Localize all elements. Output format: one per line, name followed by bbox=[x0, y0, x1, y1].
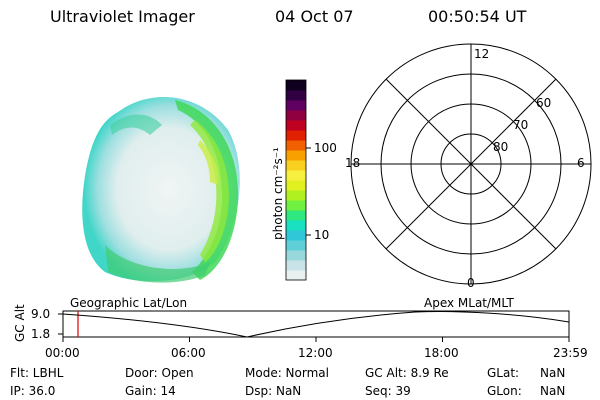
colorbar-swatch bbox=[286, 160, 306, 171]
colorbar-swatch bbox=[286, 190, 306, 201]
colorbar-swatch bbox=[286, 110, 306, 121]
colorbar-swatch bbox=[286, 240, 306, 251]
timeline-ylabel: GC Alt bbox=[13, 304, 27, 342]
colorbar-swatch bbox=[286, 250, 306, 261]
mlt-label-6: 6 bbox=[577, 156, 585, 170]
aurora-oval bbox=[82, 97, 240, 283]
glat-label: GLat: bbox=[487, 366, 520, 380]
colorbar-swatch bbox=[286, 100, 306, 111]
xtick-0000: 00:00 bbox=[45, 346, 80, 360]
xtick-2359: 23:59 bbox=[553, 346, 588, 360]
date-label: 04 Oct 07 bbox=[275, 7, 354, 26]
xtick-1800: 18:00 bbox=[424, 346, 459, 360]
colorbar-swatch bbox=[286, 150, 306, 161]
colorbar-swatch bbox=[286, 260, 306, 271]
gc-alt-curve bbox=[62, 310, 570, 338]
mode-info: Mode: Normal bbox=[245, 366, 329, 380]
imager-title: Ultraviolet Imager bbox=[50, 7, 195, 26]
filter-info: Flt: LBHL bbox=[10, 366, 64, 380]
lat-label-80: 80 bbox=[493, 140, 509, 154]
seq-info: Seq: 39 bbox=[365, 384, 411, 398]
colorbar-tick-100: 100 bbox=[314, 141, 337, 155]
colorbar-swatch bbox=[286, 170, 306, 181]
timeline-ymax: 9.0 bbox=[31, 307, 51, 321]
mlt-label-12: 12 bbox=[474, 47, 490, 61]
colorbar-swatch bbox=[286, 140, 306, 151]
apex-label: Apex MLat/MLT bbox=[424, 296, 514, 310]
colorbar-swatch bbox=[286, 80, 306, 91]
door-info: Door: Open bbox=[125, 366, 194, 380]
colorbar-swatch bbox=[286, 90, 306, 101]
glon-value: NaN bbox=[540, 384, 566, 398]
colorbar-swatch bbox=[286, 220, 306, 231]
gain-info: Gain: 14 bbox=[125, 384, 176, 398]
timeline-ymin: 1.8 bbox=[31, 327, 51, 341]
colorbar-swatch bbox=[286, 270, 306, 281]
xtick-0600: 06:00 bbox=[171, 346, 206, 360]
glon-label: GLon: bbox=[487, 384, 522, 398]
lat-label-60: 60 bbox=[536, 96, 552, 110]
mlt-label-18: 18 bbox=[345, 156, 361, 170]
colorbar-swatch bbox=[286, 180, 306, 191]
gcalt-info: GC Alt: 8.9 Re bbox=[365, 366, 449, 380]
colorbar-swatch bbox=[286, 130, 306, 141]
dsp-info: Dsp: NaN bbox=[245, 384, 302, 398]
colorbar-tick-10: 10 bbox=[314, 228, 330, 242]
geographic-label: Geographic Lat/Lon bbox=[70, 296, 188, 310]
glat-value: NaN bbox=[540, 366, 566, 380]
xtick-1200: 12:00 bbox=[298, 346, 333, 360]
mlt-label-0: 0 bbox=[467, 276, 475, 290]
colorbar-swatch bbox=[286, 230, 306, 241]
lat-label-70: 70 bbox=[513, 118, 529, 132]
colorbar-swatch bbox=[286, 120, 306, 131]
colorbar-swatch bbox=[286, 210, 306, 221]
time-label: 00:50:54 UT bbox=[428, 7, 527, 26]
ip-info: IP: 36.0 bbox=[10, 384, 56, 398]
colorbar-swatch bbox=[286, 200, 306, 211]
